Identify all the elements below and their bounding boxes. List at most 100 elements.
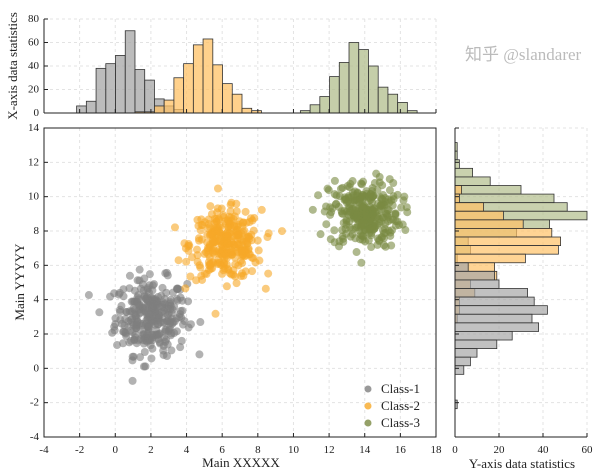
point-class-2 xyxy=(184,240,193,249)
point-class-2 xyxy=(232,199,241,208)
hist-bar-class-3 xyxy=(454,167,474,178)
hist-bar-class-3 xyxy=(368,65,379,114)
point-class-3 xyxy=(370,204,379,213)
point-class-2 xyxy=(248,267,257,276)
top-hist-tick-label: 20 xyxy=(28,84,40,96)
right-hist-label: Y-axis data statistics xyxy=(469,456,575,471)
point-class-1 xyxy=(196,318,205,327)
right-hist-tick-label: 0 xyxy=(452,444,458,456)
point-class-2 xyxy=(263,233,272,242)
x-tick-label: 14 xyxy=(359,444,371,456)
point-class-3 xyxy=(401,226,410,235)
point-class-1 xyxy=(186,320,195,329)
x-tick-label: 2 xyxy=(148,444,154,456)
hist-bar-class-3 xyxy=(309,104,321,114)
point-class-1 xyxy=(145,270,154,279)
point-class-3 xyxy=(338,225,347,234)
right-hist-tick-label: 40 xyxy=(538,444,550,456)
point-class-3 xyxy=(352,248,361,257)
point-class-2 xyxy=(229,231,238,240)
hist-bar-class-2 xyxy=(154,105,165,114)
hist-bar-class-3 xyxy=(377,86,389,114)
point-class-1 xyxy=(127,336,136,345)
point-class-2 xyxy=(241,246,250,255)
hist-bar-class-1 xyxy=(85,100,97,114)
point-class-3 xyxy=(316,230,325,239)
point-class-1 xyxy=(163,304,172,313)
point-class-1 xyxy=(151,320,160,329)
point-class-1 xyxy=(136,353,145,362)
hist-bar-class-2 xyxy=(192,44,204,114)
x-tick-label: 0 xyxy=(113,444,119,456)
hist-bar-class-1 xyxy=(115,55,126,114)
point-class-1 xyxy=(131,330,140,339)
top-hist-tick-label: 60 xyxy=(28,37,40,49)
point-class-2 xyxy=(196,263,205,272)
point-class-2 xyxy=(277,227,286,236)
y-tick-label: 8 xyxy=(34,225,40,237)
hist-bar-class-2 xyxy=(454,193,460,204)
x-tick-label: -4 xyxy=(39,444,49,456)
hist-bar-class-2 xyxy=(241,107,253,114)
point-class-3 xyxy=(400,192,409,201)
point-class-2 xyxy=(204,261,213,270)
point-class-1 xyxy=(139,319,148,328)
x-tick-label: 12 xyxy=(324,444,335,456)
point-class-1 xyxy=(147,354,156,363)
point-class-3 xyxy=(320,207,329,216)
point-class-1 xyxy=(143,285,152,294)
point-class-2 xyxy=(204,224,213,233)
hist-bar-class-1 xyxy=(454,365,465,375)
point-class-2 xyxy=(197,235,206,244)
hist-bar-class-1 xyxy=(95,67,107,114)
point-class-3 xyxy=(335,242,344,251)
hist-bar-class-1 xyxy=(144,79,155,114)
point-class-1 xyxy=(148,303,157,312)
hist-bar-class-2 xyxy=(454,236,561,246)
point-class-1 xyxy=(159,346,168,355)
y-tick-label: 10 xyxy=(28,191,40,203)
hist-bar-class-2 xyxy=(454,245,559,255)
legend-marker-class-2 xyxy=(364,402,372,410)
point-class-3 xyxy=(393,190,402,199)
right-hist-tick-label: 60 xyxy=(582,444,594,456)
hist-bar-class-2 xyxy=(231,93,243,114)
point-class-2 xyxy=(257,205,266,214)
point-class-3 xyxy=(323,184,332,193)
point-class-3 xyxy=(353,223,362,232)
point-class-2 xyxy=(174,256,183,265)
point-class-1 xyxy=(163,271,172,280)
hist-bar-class-3 xyxy=(319,96,330,114)
y-tick-label: 4 xyxy=(34,294,40,306)
point-class-3 xyxy=(314,191,323,200)
point-class-1 xyxy=(111,320,120,329)
point-class-3 xyxy=(346,207,355,216)
hist-bar-class-1 xyxy=(124,30,136,114)
point-class-1 xyxy=(115,305,124,314)
point-class-2 xyxy=(192,276,201,285)
point-class-3 xyxy=(380,229,389,238)
x-tick-label: 18 xyxy=(431,444,443,456)
point-class-1 xyxy=(130,286,139,295)
hist-bar-class-2 xyxy=(222,83,233,114)
point-class-1 xyxy=(110,326,119,335)
hist-bar-class-3 xyxy=(348,42,360,114)
hist-bar-class-3 xyxy=(329,76,340,114)
point-class-1 xyxy=(163,340,172,349)
hist-bar-class-3 xyxy=(454,193,555,204)
point-class-2 xyxy=(215,258,224,267)
point-class-2 xyxy=(218,252,227,261)
point-class-3 xyxy=(326,235,335,244)
point-class-1 xyxy=(132,321,141,330)
scatter-points xyxy=(84,169,412,385)
watermark: 知乎 @slandarer xyxy=(465,45,582,64)
point-class-3 xyxy=(330,226,339,235)
point-class-3 xyxy=(330,176,339,185)
point-class-1 xyxy=(142,294,151,303)
point-class-1 xyxy=(177,336,186,345)
hist-bar-class-1 xyxy=(134,69,146,114)
point-class-2 xyxy=(237,272,246,281)
point-class-2 xyxy=(198,275,207,284)
point-class-1 xyxy=(133,298,142,307)
point-class-2 xyxy=(253,236,262,245)
